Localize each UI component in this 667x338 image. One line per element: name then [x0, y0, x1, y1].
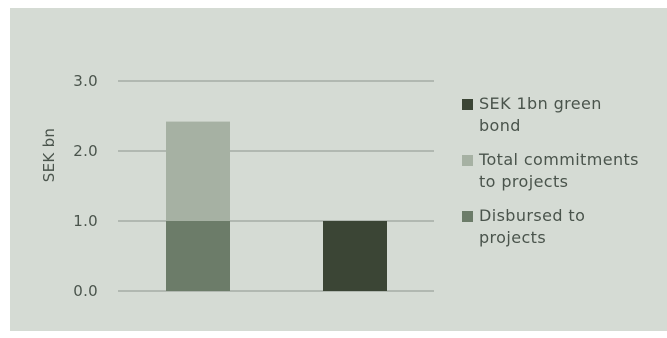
legend-label: Disbursed to projects	[479, 206, 586, 247]
legend-item: Total commitments to projects	[461, 149, 667, 193]
y-tick-labels: 0.0 1.0 2.0 3.0	[73, 72, 98, 300]
y-tick-label: 3.0	[73, 72, 98, 90]
bar-segment	[166, 121, 230, 221]
legend-label: SEK 1bn green bond	[479, 94, 602, 135]
bars	[166, 121, 387, 291]
legend-item: SEK 1bn green bond	[461, 93, 667, 137]
legend-item: Disbursed to projects	[461, 205, 667, 249]
legend-swatch	[462, 155, 473, 166]
bar-chart: 0.0 1.0 2.0 3.0 SEK bn	[10, 8, 667, 331]
bar-segment	[323, 221, 387, 291]
legend: SEK 1bn green bond Total commitments to p…	[461, 93, 667, 261]
legend-swatch	[462, 99, 473, 110]
y-axis-title: SEK bn	[40, 128, 58, 182]
y-tick-label: 2.0	[73, 142, 98, 160]
y-tick-label: 1.0	[73, 212, 98, 230]
legend-label: Total commitments to projects	[479, 150, 639, 191]
legend-swatch	[462, 211, 473, 222]
bar-segment	[166, 221, 230, 291]
y-tick-label: 0.0	[73, 282, 98, 300]
chart-panel: 0.0 1.0 2.0 3.0 SEK bn SEK 1bn green bond To…	[10, 8, 667, 331]
